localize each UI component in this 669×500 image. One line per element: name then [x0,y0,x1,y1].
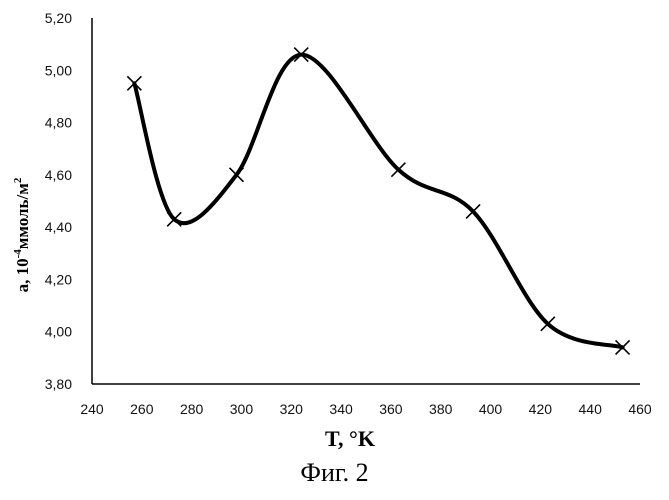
figure-caption: Фиг. 2 [0,458,669,488]
x-tick-label: 340 [329,401,353,417]
data-point-marker [391,163,405,177]
x-tick-label: 260 [130,401,154,417]
x-tick-label: 440 [579,401,603,417]
y-axis-title-unit: ммоль/м [13,183,32,249]
y-tick-label: 5,20 [45,10,72,26]
y-tick-label: 4,20 [45,271,72,287]
series-line [134,55,622,348]
y-tick-label: 4,00 [45,324,72,340]
x-tick-label: 280 [180,401,204,417]
data-point-marker [167,212,181,226]
x-axis-title: T, °K [325,426,375,451]
x-tick-label: 460 [628,401,652,417]
y-tick-label: 4,40 [45,219,72,235]
x-tick-label: 420 [529,401,553,417]
y-axis-title-unit-exponent: 2 [12,177,24,183]
data-point-marker [541,317,555,331]
data-point-marker [466,204,480,218]
y-tick-label: 3,80 [45,376,72,392]
x-tick-label: 380 [429,401,453,417]
data-markers [127,48,629,355]
x-tick-label: 320 [280,401,304,417]
y-axis-title: a, 10-4ммоль/м2 [12,177,32,292]
y-tick-label: 4,60 [45,167,72,183]
y-tick-label: 4,80 [45,115,72,131]
y-tick-labels: 3,80 4,00 4,20 4,40 4,60 4,80 5,00 5,20 [45,10,72,392]
y-tick-label: 5,00 [45,62,72,78]
y-axis-title-main: a, 10 [13,258,32,292]
x-tick-label: 400 [479,401,503,417]
x-tick-label: 360 [379,401,403,417]
data-point-marker [229,168,243,182]
x-tick-label: 240 [80,401,104,417]
x-tick-labels: 240 260 280 300 320 340 360 380 400 420 440 460 [80,401,652,417]
x-tick-label: 300 [230,401,254,417]
